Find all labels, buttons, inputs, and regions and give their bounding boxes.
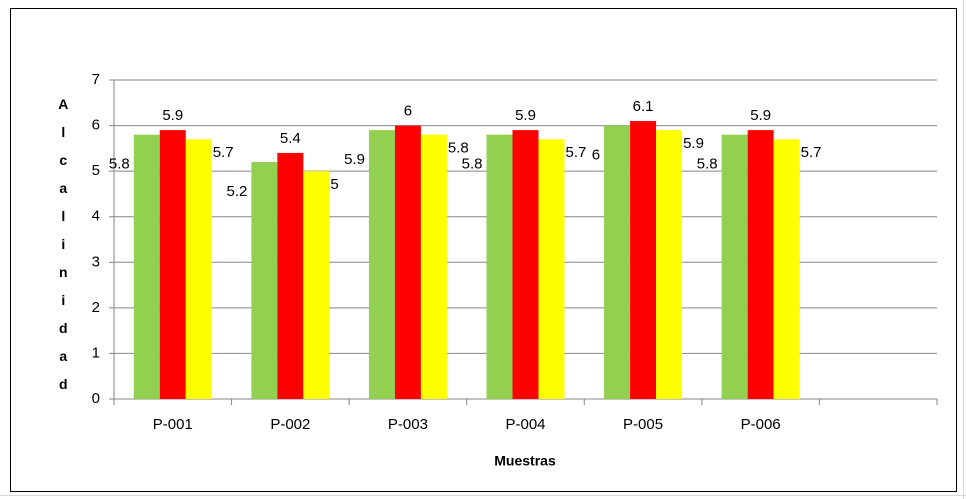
data-label: 5.8 bbox=[448, 140, 469, 157]
data-label: 5 bbox=[330, 176, 338, 193]
data-label: 5.7 bbox=[566, 144, 587, 161]
bar bbox=[159, 130, 186, 399]
bar bbox=[277, 152, 304, 399]
y-tick-label: 2 bbox=[92, 299, 100, 316]
bar bbox=[630, 121, 657, 399]
data-label: 5.7 bbox=[213, 144, 234, 161]
bar bbox=[368, 130, 395, 399]
data-label: 5.2 bbox=[226, 183, 247, 200]
bar bbox=[538, 139, 565, 399]
data-label: 5.7 bbox=[801, 144, 822, 161]
bar bbox=[721, 134, 748, 399]
y-tick-label: 6 bbox=[92, 117, 100, 134]
data-label: 5.9 bbox=[750, 107, 771, 124]
y-tick-label: 4 bbox=[92, 208, 100, 225]
bar bbox=[251, 162, 278, 399]
x-tick-label: P-002 bbox=[270, 416, 310, 433]
y-tick-label: 7 bbox=[92, 71, 100, 88]
bar bbox=[133, 134, 160, 399]
bar bbox=[303, 171, 330, 399]
bar bbox=[420, 134, 447, 399]
data-label: 6.1 bbox=[633, 98, 654, 115]
bar bbox=[604, 125, 631, 400]
bar bbox=[394, 125, 421, 400]
bar bbox=[512, 130, 539, 399]
data-label: 5.9 bbox=[683, 135, 704, 152]
data-label: 5.9 bbox=[344, 151, 365, 168]
bar bbox=[486, 134, 513, 399]
x-tick-label: P-005 bbox=[623, 416, 663, 433]
data-label: 5.9 bbox=[162, 107, 183, 124]
x-tick-label: P-001 bbox=[153, 416, 193, 433]
data-label: 5.8 bbox=[109, 156, 130, 173]
bar bbox=[747, 130, 774, 399]
x-tick-label: P-006 bbox=[741, 416, 781, 433]
data-label: 5.8 bbox=[462, 156, 483, 173]
bar bbox=[185, 139, 212, 399]
y-tick-label: 1 bbox=[92, 344, 100, 361]
data-label: 6 bbox=[404, 103, 412, 120]
data-label: 5.9 bbox=[515, 107, 536, 124]
data-label: 5.8 bbox=[697, 156, 718, 173]
y-tick-label: 3 bbox=[92, 253, 100, 270]
x-axis-title: Muestras bbox=[494, 453, 556, 469]
x-tick-label: P-004 bbox=[505, 416, 545, 433]
y-axis-title: Alcalinidad bbox=[55, 96, 71, 404]
bar bbox=[656, 130, 683, 399]
y-tick-label: 5 bbox=[92, 162, 100, 179]
y-tick-label: 0 bbox=[92, 390, 100, 407]
x-tick-label: P-003 bbox=[388, 416, 428, 433]
data-label: 5.4 bbox=[280, 130, 301, 147]
data-label: 6 bbox=[592, 147, 600, 164]
bar bbox=[773, 139, 800, 399]
